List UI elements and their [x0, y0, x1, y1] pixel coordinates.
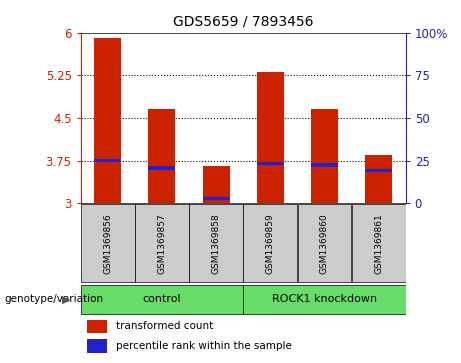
Bar	[81, 204, 135, 282]
Bar	[243, 204, 297, 282]
Text: percentile rank within the sample: percentile rank within the sample	[117, 341, 292, 351]
Bar	[311, 110, 338, 203]
Text: ROCK1 knockdown: ROCK1 knockdown	[272, 294, 377, 305]
Bar	[365, 155, 392, 203]
Text: transformed count: transformed count	[117, 321, 214, 331]
Bar	[135, 204, 189, 282]
Bar	[311, 163, 338, 167]
Bar	[94, 159, 121, 162]
Text: genotype/variation: genotype/variation	[5, 294, 104, 305]
Bar	[148, 166, 176, 170]
Title: GDS5659 / 7893456: GDS5659 / 7893456	[173, 15, 313, 29]
Text: GSM1369860: GSM1369860	[320, 213, 329, 274]
Bar	[87, 339, 106, 352]
Text: GSM1369861: GSM1369861	[374, 213, 383, 274]
Bar	[87, 319, 106, 333]
Text: GSM1369859: GSM1369859	[266, 213, 275, 274]
Bar	[202, 166, 230, 203]
Bar	[257, 162, 284, 165]
Bar	[94, 38, 121, 203]
Text: ▶: ▶	[62, 294, 71, 305]
Bar	[257, 73, 284, 203]
Bar	[365, 168, 392, 172]
Text: GSM1369857: GSM1369857	[157, 213, 166, 274]
Text: GSM1369856: GSM1369856	[103, 213, 112, 274]
Bar	[352, 204, 406, 282]
Text: control: control	[142, 294, 181, 305]
Text: GSM1369858: GSM1369858	[212, 213, 221, 274]
Bar	[202, 197, 230, 200]
Bar	[243, 285, 406, 314]
Bar	[81, 285, 243, 314]
Bar	[148, 110, 176, 203]
Bar	[297, 204, 351, 282]
Bar	[189, 204, 243, 282]
